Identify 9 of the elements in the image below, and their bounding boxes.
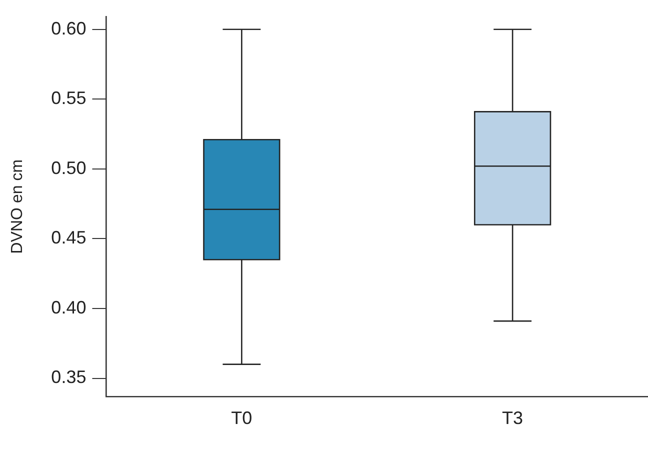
y-tick-label: 0.50 (51, 158, 86, 178)
x-tick-label: T3 (502, 408, 524, 428)
y-axis-title: DVNO en cm (9, 159, 26, 254)
y-tick-label: 0.60 (51, 18, 86, 38)
y-tick-label: 0.55 (51, 88, 86, 108)
y-tick-label: 0.40 (51, 297, 86, 318)
x-tick-label: T0 (231, 408, 252, 428)
y-tick-label: 0.35 (51, 367, 86, 388)
y-tick-label: 0.45 (51, 228, 86, 248)
